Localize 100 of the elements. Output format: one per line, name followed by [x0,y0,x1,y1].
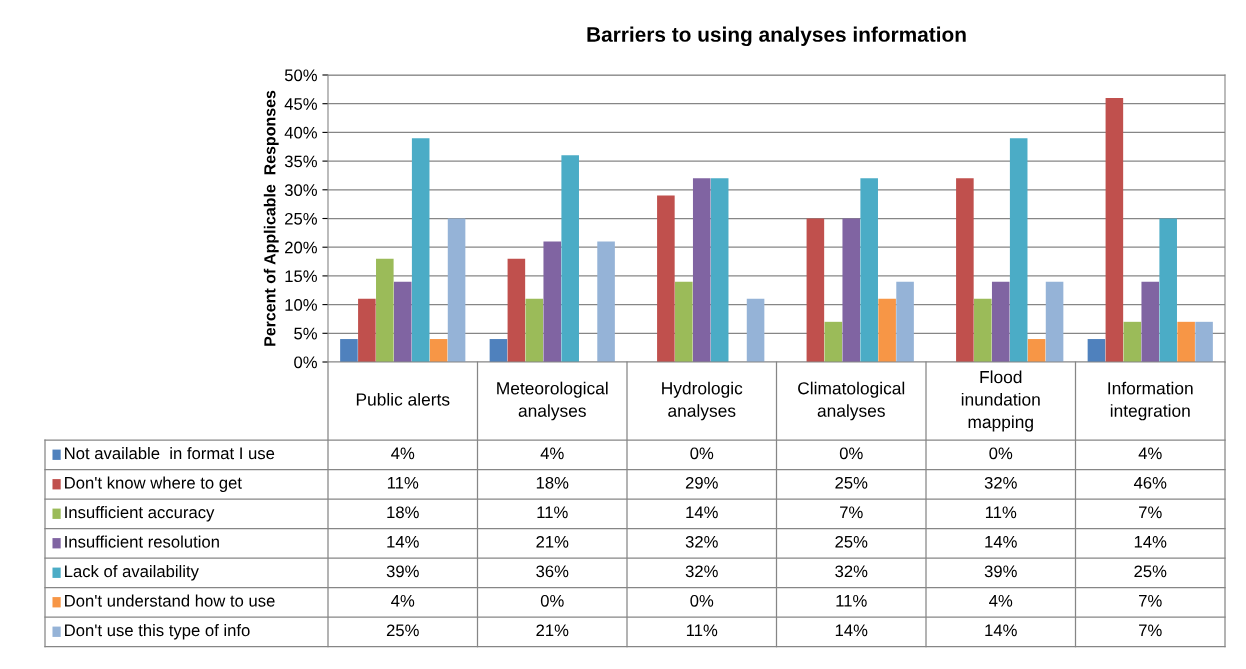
bar [878,298,896,362]
bar [896,281,914,362]
legend-label: Don't understand how to use [65,594,275,607]
data-label: 14% [985,624,1017,637]
bar [525,298,544,362]
bar [1159,218,1177,362]
legend-label: Not available in format I use [65,446,275,460]
data-label: 18% [536,476,569,489]
bar [411,138,430,362]
x-tick-label: Information integration [1108,381,1193,421]
bar [1123,321,1142,362]
data-label: 0% [690,447,714,460]
data-label: 18% [387,506,419,519]
data-label: 4% [391,594,415,607]
data-label: 11% [985,506,1017,519]
bar [824,321,843,362]
data-label: 0% [839,447,863,460]
data-label: 14% [387,535,419,548]
bar [806,218,825,362]
bar [860,178,878,362]
bar [956,178,974,362]
y-tick-label: 40% [284,126,317,139]
y-tick-label: 20% [285,241,317,254]
bar [1009,138,1028,362]
data-label: 21% [536,624,569,637]
bar [561,155,579,362]
bar [1177,321,1195,362]
bar [489,339,508,362]
legend-label: Don't use this type of info [65,623,250,640]
data-label: 25% [386,624,419,637]
data-label: 25% [835,476,868,489]
bar [447,218,466,362]
bar [1045,281,1064,362]
y-tick-label: 10% [285,299,317,311]
data-label: 14% [686,506,718,519]
bar [543,241,562,362]
bar [710,178,729,362]
bar [507,258,526,362]
bar [974,298,992,362]
x-tick-label: Public alerts [356,392,450,406]
y-tick-label: 35% [284,155,317,168]
y-tick-label: 15% [285,270,317,283]
data-label: 0% [540,594,564,607]
y-axis-title: Percent of Applicable Responses [263,90,279,346]
data-label: 32% [685,535,718,548]
data-label: 7% [1139,594,1162,607]
bar [1087,339,1106,362]
data-label: 14% [1134,535,1167,548]
bar [393,281,412,362]
data-label: 4% [391,447,415,460]
data-label: 32% [835,565,868,578]
data-label: 39% [386,565,419,578]
data-label: 14% [985,535,1017,548]
bar [1105,97,1124,362]
bar [746,298,765,362]
legend-label: Lack of availability [65,564,199,581]
data-label: 46% [1133,476,1167,489]
bar [1195,321,1213,362]
data-label: 7% [1139,506,1162,519]
bar [1141,281,1160,362]
bar [358,298,376,362]
legend-label: Don't know where to get [65,476,242,493]
bar [991,281,1010,362]
chart-title: Barriers to using analyses information [587,26,966,47]
x-tick-label: Flood inundation mapping [961,370,1040,432]
bar [340,339,358,362]
data-label: 25% [1134,565,1167,578]
data-label: 4% [540,447,564,460]
x-tick-label: Meteorological analyses [497,381,608,421]
bar [675,281,693,362]
data-label: 7% [1139,624,1162,637]
x-tick-label: Climatological analyses [798,381,905,421]
data-label: 36% [536,565,569,578]
data-label: 11% [537,506,568,519]
y-tick-label: 25% [285,212,317,225]
bar [1027,339,1046,362]
bar [842,218,861,362]
bar [376,258,394,362]
y-tick-label: 5% [294,327,317,340]
y-tick-label: 45% [284,98,317,110]
legend-label: Insufficient resolution [65,535,219,548]
data-label: 14% [835,624,868,637]
data-label: 4% [1138,447,1162,460]
y-tick-label: 0% [294,356,317,369]
data-label: 11% [836,594,867,607]
y-tick-label: 50% [284,69,317,82]
bar [429,339,448,362]
y-tick-label: 30% [284,184,317,196]
legend-label: Insufficient accuracy [65,505,215,522]
data-label: 29% [685,476,718,489]
data-label: 32% [984,476,1017,489]
x-tick-label: Hydrologic analyses [662,381,743,421]
data-label: 4% [989,594,1013,607]
data-label: 0% [989,447,1013,460]
data-label: 11% [387,476,419,489]
data-label: 11% [686,624,718,637]
data-label: 25% [835,535,868,548]
bar [657,195,675,362]
data-label: 0% [690,594,714,607]
bar [597,241,615,362]
